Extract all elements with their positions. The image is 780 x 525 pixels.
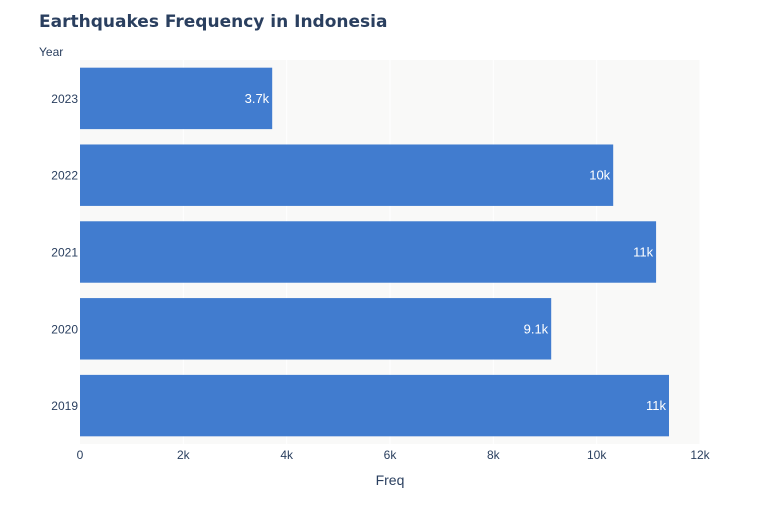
y-tick-labels: 2019 2020 2021 2022 2023 bbox=[51, 92, 78, 413]
bars bbox=[80, 67, 669, 437]
bar-2020 bbox=[80, 298, 552, 360]
y-tick-label-2019: 2019 bbox=[51, 399, 78, 413]
y-axis-title: Year bbox=[39, 45, 63, 59]
x-tick-label: 2k bbox=[177, 448, 191, 462]
bar-2022 bbox=[80, 144, 614, 206]
x-tick-label: 8k bbox=[487, 448, 501, 462]
data-labels: 11k 9.1k 11k 10k 3.7k bbox=[245, 91, 667, 413]
y-tick-label-2020: 2020 bbox=[51, 322, 78, 336]
x-tick-label: 6k bbox=[384, 448, 398, 462]
data-label-2021: 11k bbox=[633, 245, 653, 260]
y-tick-label-2023: 2023 bbox=[51, 92, 78, 106]
x-tick-labels: 0 2k 4k 6k 8k 10k 12k bbox=[77, 448, 711, 462]
y-tick-label-2022: 2022 bbox=[51, 169, 78, 183]
data-label-2023: 3.7k bbox=[245, 91, 270, 106]
x-tick-label: 12k bbox=[690, 448, 710, 462]
bar-2023 bbox=[80, 67, 273, 130]
data-label-2019: 11k bbox=[646, 398, 666, 413]
bar-2019 bbox=[80, 374, 669, 437]
x-axis-title: Freq bbox=[376, 472, 405, 488]
x-tick-label: 0 bbox=[77, 448, 84, 462]
data-label-2022: 10k bbox=[589, 168, 610, 183]
x-tick-label: 10k bbox=[587, 448, 607, 462]
chart-title: Earthquakes Frequency in Indonesia bbox=[39, 12, 388, 32]
data-label-2020: 9.1k bbox=[524, 321, 549, 336]
bar-2021 bbox=[80, 221, 657, 283]
x-tick-label: 4k bbox=[280, 448, 294, 462]
y-tick-label-2021: 2021 bbox=[51, 246, 78, 260]
